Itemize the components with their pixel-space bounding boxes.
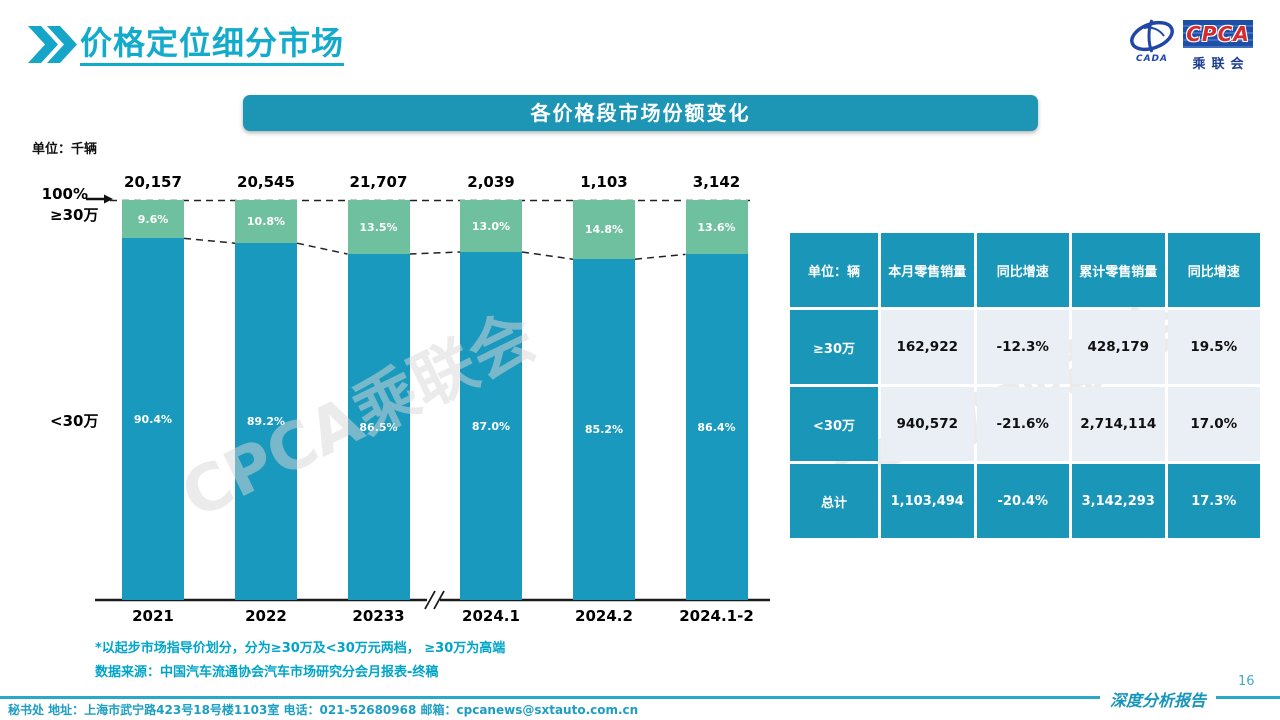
- segment-under-30: 89.2%: [235, 243, 297, 600]
- stacked-bar: 9.6% 90.4%: [122, 200, 184, 600]
- footer-divider: [0, 696, 1280, 699]
- table-header-cumulative: 累计零售销量: [1072, 233, 1165, 307]
- page-number: 16: [1238, 674, 1255, 689]
- boundary-dashes: [183, 237, 686, 260]
- segment-under-30: 90.4%: [122, 238, 184, 600]
- segment-over-30: 13.0%: [460, 200, 522, 252]
- x-axis-tick-label: 2024.1: [462, 607, 520, 625]
- table-header-monthly-yoy: 同比增速: [976, 233, 1069, 307]
- table-header-cumulative-yoy: 同比增速: [1167, 233, 1260, 307]
- segment-under-30: 86.5%: [347, 254, 410, 600]
- stacked-bar: 13.6% 86.4%: [685, 200, 748, 600]
- stacked-bar: 10.8% 89.2%: [235, 200, 297, 600]
- axis-100pct-label: 100%: [41, 185, 88, 203]
- logo-sub-text: CADA: [1135, 54, 1168, 64]
- table-cell: 428,179: [1072, 310, 1165, 384]
- logo-cpca-text: CPCA: [1186, 22, 1250, 46]
- bar-total-value: 20,157: [124, 173, 182, 191]
- logo-cn-text: 乘联会: [1192, 57, 1250, 72]
- segment-under-30: 86.4%: [685, 254, 748, 600]
- table-cell: 17.0%: [1167, 387, 1260, 461]
- table-cell: 940,572: [881, 387, 974, 461]
- cpca-emblem-icon: [1130, 19, 1174, 53]
- bar-total-value: 1,103: [580, 173, 628, 191]
- chart-unit-label: 单位：千辆: [32, 142, 98, 157]
- chart-axis-lines: [86, 194, 770, 611]
- chart-banner-title: 各价格段市场份额变化: [243, 95, 1038, 131]
- x-axis-tick-label: 2022: [245, 607, 287, 625]
- bars-wrap: 20,157 9.6% 90.4% 2021 20,545 10.8% 89.2% 2022 2…: [95, 173, 775, 625]
- table-cell-total: 1,103,494: [881, 464, 974, 538]
- table-row-label-total: 总计: [790, 464, 878, 538]
- arrow-right-icon: [86, 194, 113, 204]
- bar-total-value: 21,707: [349, 173, 408, 191]
- series-label-over-30: ≥30万: [50, 206, 99, 224]
- table-row-label: <30万: [790, 387, 878, 461]
- double-chevron-icon: [28, 26, 77, 63]
- segment-under-30: 85.2%: [573, 259, 635, 600]
- segment-over-30: 13.5%: [347, 200, 410, 254]
- table-cell: 2,714,114: [1072, 387, 1165, 461]
- footnote-source: 数据来源：中国汽车流通协会汽车市场研究分会月报表-终稿: [95, 665, 439, 680]
- table-cell: -21.6%: [976, 387, 1069, 461]
- x-axis-tick-label: 20233: [352, 607, 405, 625]
- stacked-bar: 13.0% 87.0%: [460, 200, 522, 600]
- x-axis-tick-label: 2024.1-2: [679, 607, 754, 625]
- segment-under-30: 87.0%: [460, 252, 522, 600]
- page-title: 价格定位细分市场: [80, 24, 345, 66]
- sales-table: 单位：辆 本月零售销量 同比增速 累计零售销量 同比增速 ≥30万 162,92…: [790, 233, 1260, 538]
- footnote-definition: *以起步市场指导价划分，分为≥30万及<30万元两档， ≥30万为高端: [95, 641, 506, 656]
- secretariat-contact-line: 秘书处 地址：上海市武宁路423号18号楼1103室 电话：021-526809…: [8, 703, 639, 717]
- axis-break-icon: [424, 589, 445, 611]
- bar-total-value: 20,545: [237, 173, 295, 191]
- table-row-label: ≥30万: [790, 310, 878, 384]
- segment-over-30: 14.8%: [573, 200, 635, 260]
- bar-total-value: 3,142: [692, 173, 741, 191]
- logo-cpca-box: CPCA: [1182, 19, 1254, 49]
- series-label-under-30: <30万: [50, 412, 99, 430]
- cpca-logo: CADA CPCA 乘联会: [1126, 16, 1260, 72]
- table-cell: 19.5%: [1167, 310, 1260, 384]
- table-cell: 162,922: [881, 310, 974, 384]
- stacked-bar: 14.8% 85.2%: [573, 200, 635, 600]
- stacked-bar: 13.5% 86.5%: [347, 200, 410, 600]
- table-cell-total: -20.4%: [976, 464, 1069, 538]
- segment-over-30: 13.6%: [685, 200, 748, 255]
- table-header-unit: 单位：辆: [790, 233, 878, 307]
- x-axis-tick-label: 2021: [132, 607, 174, 625]
- report-series-label: 深度分析报告: [1100, 687, 1217, 711]
- table-cell-total: 17.3%: [1167, 464, 1260, 538]
- bar-total-value: 2,039: [467, 173, 515, 191]
- x-axis-tick-label: 2024.2: [575, 607, 633, 625]
- table-cell-total: 3,142,293: [1072, 464, 1165, 538]
- segment-over-30: 10.8%: [235, 200, 297, 244]
- table-header-monthly: 本月零售销量: [881, 233, 974, 307]
- table-cell: -12.3%: [976, 310, 1069, 384]
- segment-over-30: 9.6%: [122, 200, 184, 239]
